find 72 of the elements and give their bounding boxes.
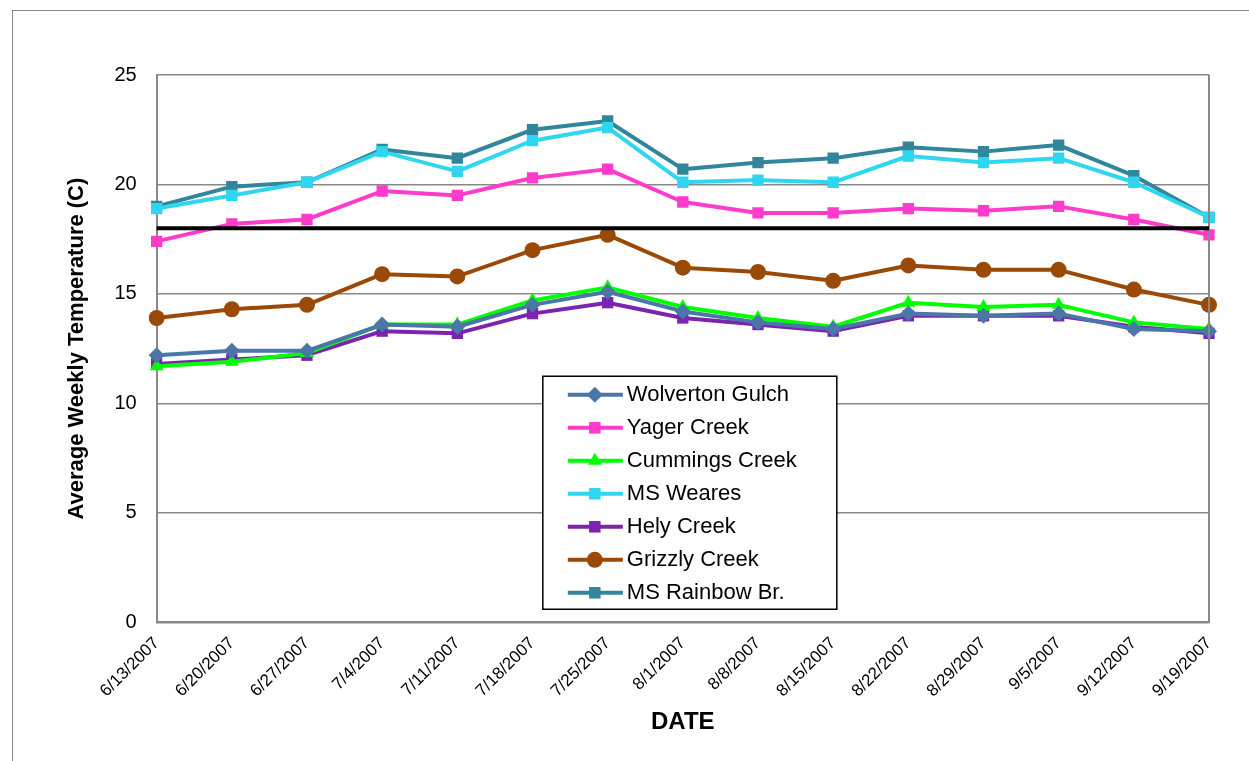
point: [827, 176, 839, 188]
point: [1125, 320, 1142, 337]
point: [1053, 200, 1065, 213]
point: [1125, 281, 1142, 298]
point: [150, 235, 163, 248]
point: [148, 347, 165, 364]
point: [902, 202, 914, 215]
point: [223, 301, 240, 318]
point: [599, 283, 616, 300]
point: [827, 207, 839, 219]
point: [674, 259, 691, 276]
y-tick-label: 10: [114, 390, 137, 413]
legend-label: MS Rainbow Br.: [626, 578, 785, 604]
point: [148, 310, 165, 326]
legend-label: Yager Creek: [626, 413, 750, 439]
point: [902, 150, 914, 162]
point: [226, 189, 238, 202]
legend-label: MS Weares: [626, 479, 742, 505]
point: [825, 272, 842, 289]
point: [1050, 261, 1067, 278]
point: [677, 196, 689, 208]
point: [677, 176, 689, 188]
point: [1053, 152, 1065, 164]
point: [752, 207, 764, 219]
point: [1053, 139, 1065, 151]
point: [526, 124, 539, 136]
point: [900, 257, 917, 274]
point: [677, 163, 689, 175]
y-tick-label: 15: [114, 281, 137, 304]
point: [977, 205, 990, 217]
point: [602, 121, 614, 134]
point: [1128, 213, 1140, 226]
y-tick-label: 0: [125, 609, 137, 632]
point: [526, 172, 539, 184]
legend-label: Cummings Creek: [626, 446, 798, 472]
point: [223, 342, 240, 359]
point: [526, 135, 539, 147]
point: [977, 145, 990, 158]
point: [524, 296, 541, 313]
point: [374, 266, 391, 283]
point: [975, 261, 992, 278]
point: [374, 316, 391, 333]
point: [524, 242, 541, 259]
y-axis-title: Average Weekly Temperature (C): [63, 177, 89, 520]
point: [301, 213, 313, 226]
legend-label: Grizzly Creek: [626, 545, 760, 571]
x-axis-title: DATE: [651, 707, 715, 735]
point: [749, 314, 766, 331]
legend-label: Wolverton Gulch: [626, 380, 790, 406]
point: [674, 303, 691, 320]
y-tick-label: 25: [114, 62, 137, 85]
point: [451, 152, 463, 164]
point: [1128, 176, 1140, 188]
y-tick-label: 5: [125, 500, 137, 523]
point: [376, 185, 388, 197]
point: [827, 152, 839, 164]
point: [749, 264, 766, 281]
point: [977, 156, 990, 169]
y-tick-label: 20: [114, 171, 137, 194]
legend-label: Hely Creek: [626, 512, 737, 538]
point: [1050, 305, 1067, 322]
point: [449, 268, 466, 285]
point: [752, 156, 764, 169]
point: [602, 163, 614, 175]
point: [298, 296, 315, 313]
point: [900, 305, 917, 322]
point: [451, 165, 463, 177]
point: [825, 320, 842, 337]
point: [451, 189, 463, 202]
point: [901, 294, 916, 307]
point: [449, 318, 466, 335]
point: [752, 174, 764, 186]
